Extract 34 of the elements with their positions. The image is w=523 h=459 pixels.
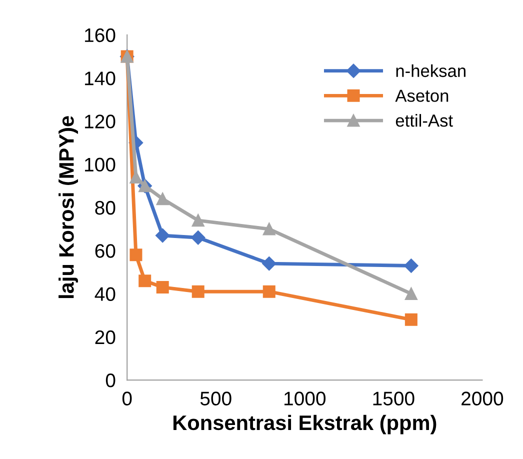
point bbox=[191, 230, 206, 245]
point bbox=[262, 256, 276, 271]
y-tick-label: 140 bbox=[85, 72, 116, 86]
x-tick-label: 1500 bbox=[373, 392, 414, 406]
x-axis-title: Konsentrasi Ekstrak (ppm) bbox=[173, 414, 436, 434]
y-tick-label: 120 bbox=[85, 114, 116, 128]
x-tick-label: 0 bbox=[122, 392, 132, 406]
point bbox=[404, 288, 418, 300]
point bbox=[404, 313, 418, 326]
legend-label: Aseton bbox=[395, 90, 448, 102]
point bbox=[156, 281, 169, 294]
y-tick-label: 0 bbox=[106, 374, 116, 388]
point bbox=[156, 228, 170, 243]
point bbox=[404, 258, 418, 273]
point bbox=[130, 248, 142, 262]
legend-label: ettil-Ast bbox=[396, 114, 453, 127]
point bbox=[130, 171, 142, 184]
y-tick-label: 100 bbox=[85, 158, 116, 172]
point bbox=[138, 274, 152, 288]
y-tick-label: 80 bbox=[95, 200, 116, 215]
y-tick-label: 60 bbox=[95, 244, 116, 258]
legend-label: n-heksan bbox=[396, 64, 466, 78]
point bbox=[262, 222, 276, 236]
point bbox=[192, 285, 204, 298]
x-tick-label: 500 bbox=[200, 392, 232, 406]
x-tick-label: 2000 bbox=[462, 392, 504, 406]
y-tick-label: 20 bbox=[95, 330, 116, 344]
point bbox=[192, 214, 204, 227]
y-tick-label: 160 bbox=[85, 28, 116, 42]
y-tick-label: 40 bbox=[94, 287, 116, 301]
point bbox=[262, 285, 276, 298]
x-tick-label: 1000 bbox=[284, 392, 326, 406]
y-axis-title: laju Korosi (MPY)e bbox=[58, 116, 78, 298]
point bbox=[156, 192, 169, 206]
